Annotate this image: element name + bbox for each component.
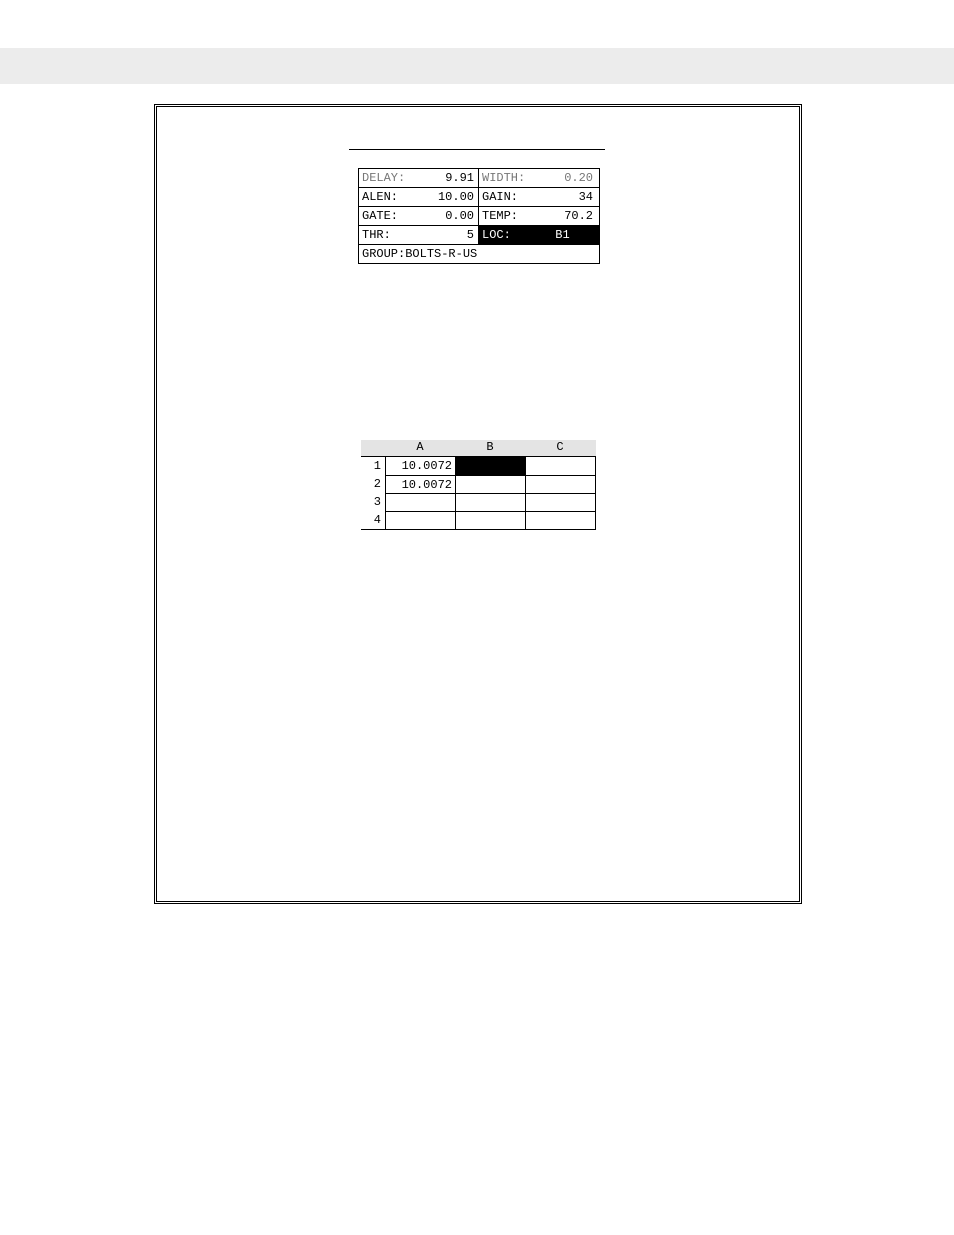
hot-menu-group-row: GROUP:BOLTS-R-US [359, 245, 599, 263]
thr-label: THR: [359, 226, 409, 244]
table-row: 3 [361, 493, 595, 511]
group-value: BOLTS-R-US [405, 247, 477, 261]
header-band [0, 48, 954, 84]
row-index[interactable]: 1 [361, 457, 385, 475]
gate-value[interactable]: 0.00 [409, 207, 479, 225]
cell-a3[interactable] [385, 493, 455, 511]
loc-value[interactable]: B1 [529, 226, 599, 244]
table-row: 1 10.0072 [361, 457, 595, 475]
delay-label: DELAY: [359, 169, 409, 187]
temp-value[interactable]: 70.2 [529, 207, 599, 225]
cell-b4[interactable] [455, 511, 525, 529]
gain-label: GAIN: [479, 188, 529, 206]
col-header-a[interactable]: A [385, 440, 455, 456]
hot-menu: DELAY: 9.91 WIDTH: 0.20 ALEN: 10.00 GAIN… [358, 168, 600, 264]
hot-menu-row: DELAY: 9.91 WIDTH: 0.20 [359, 169, 599, 188]
table-row: 4 [361, 511, 595, 529]
temp-label: TEMP: [479, 207, 529, 225]
gain-value[interactable]: 34 [529, 188, 599, 206]
row-index[interactable]: 2 [361, 475, 385, 493]
gate-label: GATE: [359, 207, 409, 225]
alen-value[interactable]: 10.00 [409, 188, 479, 206]
delay-value[interactable]: 9.91 [409, 169, 479, 187]
data-grid-body: 1 10.0072 2 10.0072 3 4 [361, 456, 596, 530]
col-header-c[interactable]: C [525, 440, 595, 456]
col-header-b[interactable]: B [455, 440, 525, 456]
grid-corner [361, 440, 385, 456]
cell-a1[interactable]: 10.0072 [385, 457, 455, 475]
cell-c1[interactable] [525, 457, 595, 475]
alen-label: ALEN: [359, 188, 409, 206]
data-grid-header: A B C [361, 440, 596, 456]
table-row: 2 10.0072 [361, 475, 595, 493]
hot-menu-row: THR: 5 LOC: B1 [359, 226, 599, 245]
cell-b3[interactable] [455, 493, 525, 511]
width-label: WIDTH: [479, 169, 529, 187]
section-rule [349, 149, 605, 150]
cell-c3[interactable] [525, 493, 595, 511]
cell-c2[interactable] [525, 475, 595, 493]
data-grid: A B C 1 10.0072 2 10.0072 3 4 [361, 440, 596, 530]
cell-b1[interactable] [455, 457, 525, 475]
group-label: GROUP: [362, 247, 405, 261]
hot-menu-row: ALEN: 10.00 GAIN: 34 [359, 188, 599, 207]
loc-label: LOC: [479, 226, 529, 244]
row-index[interactable]: 4 [361, 511, 385, 529]
cell-c4[interactable] [525, 511, 595, 529]
hot-menu-row: GATE: 0.00 TEMP: 70.2 [359, 207, 599, 226]
thr-value[interactable]: 5 [409, 226, 479, 244]
width-value[interactable]: 0.20 [529, 169, 599, 187]
cell-a4[interactable] [385, 511, 455, 529]
row-index[interactable]: 3 [361, 493, 385, 511]
cell-a2[interactable]: 10.0072 [385, 475, 455, 493]
cell-b2[interactable] [455, 475, 525, 493]
group-line[interactable]: GROUP:BOLTS-R-US [359, 245, 599, 263]
